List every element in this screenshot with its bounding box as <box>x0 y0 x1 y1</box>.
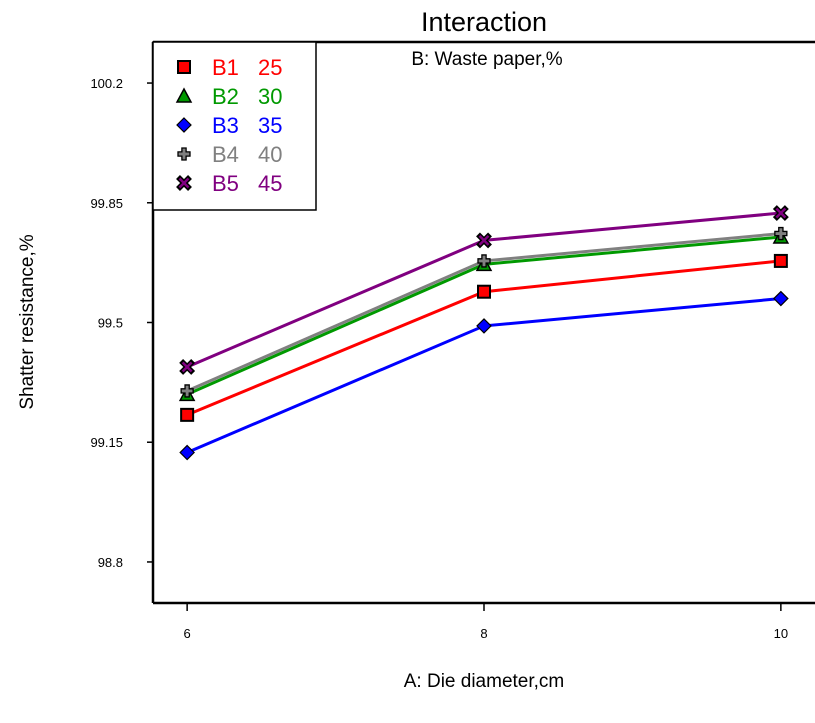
chart-title: Interaction <box>421 7 547 37</box>
chart-subtitle: B: Waste paper,% <box>411 49 562 70</box>
legend-label-b4: B4 <box>212 142 239 167</box>
series-markers <box>178 205 790 461</box>
y-tick-label: 98.8 <box>98 555 123 570</box>
y-axis-ticks: 98.8 99.15 99.5 99.85 100.2 <box>90 76 153 570</box>
legend-marker-b5 <box>176 175 192 191</box>
y-tick-label: 99.5 <box>98 316 123 331</box>
legend: B1 25 B2 30 B3 35 B4 40 B5 45 <box>152 41 317 211</box>
legend-marker-b1 <box>177 60 191 74</box>
data-point-b1 <box>773 253 788 268</box>
data-point-b3 <box>476 318 492 334</box>
data-point-b5 <box>179 359 196 375</box>
data-point-b4 <box>180 384 194 398</box>
y-axis-label: Shatter resistance,% <box>17 234 38 409</box>
legend-marker-b3 <box>176 117 192 133</box>
legend-label-b1: B1 <box>212 55 239 80</box>
data-point-b1 <box>477 284 491 299</box>
legend-label-b2: B2 <box>212 84 239 109</box>
y-tick-label: 100.2 <box>90 76 123 91</box>
y-tick-label: 99.15 <box>90 435 123 450</box>
data-point-b3 <box>773 290 789 307</box>
data-point-b1 <box>180 407 195 422</box>
data-point-b5 <box>772 205 789 221</box>
legend-level-b3: 35 <box>258 113 282 138</box>
legend-label-b5: B5 <box>212 171 239 196</box>
x-axis-ticks: 6 8 10 <box>184 603 788 641</box>
legend-level-b2: 30 <box>258 84 282 109</box>
x-tick-label: 8 <box>480 626 487 641</box>
legend-level-b4: 40 <box>258 142 282 167</box>
legend-marker-b4 <box>177 147 191 161</box>
data-point-b3 <box>179 444 195 461</box>
x-axis-label: A: Die diameter,cm <box>404 671 565 692</box>
legend-marker-b2 <box>175 87 193 103</box>
y-tick-label: 99.85 <box>90 196 123 211</box>
legend-level-b1: 25 <box>258 55 282 80</box>
series-line-b1 <box>186 259 782 417</box>
legend-level-b5: 45 <box>258 171 282 196</box>
data-point-b4 <box>774 226 788 241</box>
x-tick-label: 10 <box>774 626 788 641</box>
x-tick-label: 6 <box>184 626 191 641</box>
data-point-b5 <box>476 232 492 249</box>
legend-label-b3: B3 <box>212 113 239 138</box>
data-point-b4 <box>477 254 491 268</box>
